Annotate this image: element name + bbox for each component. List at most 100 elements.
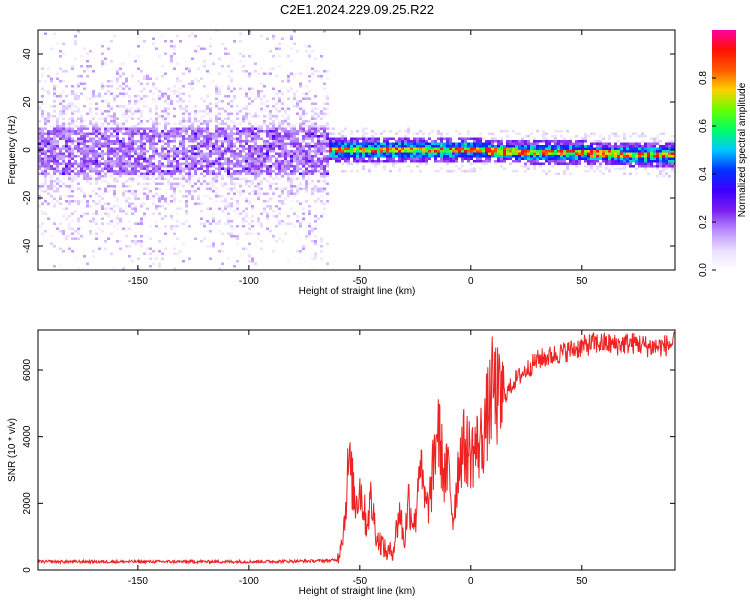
heatmap-cell [341,162,344,165]
heatmap-cell [512,170,515,173]
heatmap-cell [143,202,146,205]
heatmap-cell [74,57,77,60]
heatmap-cell [233,155,236,158]
heatmap-cell [245,155,248,158]
heatmap-cell [161,97,164,100]
heatmap-cell [392,150,395,153]
heatmap-cell [320,195,323,198]
heatmap-cell [308,165,311,168]
heatmap-cell [272,67,275,70]
heatmap-cell [251,165,254,168]
heatmap-cell [308,157,311,160]
heatmap-cell [323,87,326,90]
heatmap-cell [290,140,293,143]
heatmap-cell [140,167,143,170]
heatmap-cell [245,140,248,143]
heatmap-cell [110,252,113,255]
heatmap-cell [152,157,155,160]
heatmap-cell [137,45,140,48]
heatmap-cell [332,155,335,158]
heatmap-cell [209,257,212,260]
heatmap-cell [155,112,158,115]
heatmap-cell [362,157,365,160]
heatmap-cell [137,127,140,130]
heatmap-cell [629,155,632,158]
heatmap-cell [257,115,260,118]
heatmap-cell [122,162,125,165]
heatmap-cell [197,67,200,70]
heatmap-cell [239,255,242,258]
heatmap-cell [128,180,131,183]
heatmap-cell [269,110,272,113]
heatmap-cell [488,145,491,148]
heatmap-cell [308,147,311,150]
heatmap-cell [473,160,476,163]
heatmap-cell [326,162,329,165]
heatmap-cell [269,150,272,153]
heatmap-cell [584,165,587,168]
heatmap-cell [374,140,377,143]
heatmap-cell [203,152,206,155]
heatmap-cell [215,135,218,138]
heatmap-cell [311,160,314,163]
heatmap-cell [479,140,482,143]
heatmap-cell [365,145,368,148]
heatmap-cell [518,140,521,143]
heatmap-cell [308,177,311,180]
heatmap-cell [53,167,56,170]
heatmap-cell [95,145,98,148]
heatmap-cell [134,100,137,103]
heatmap-cell [617,145,620,148]
heatmap-cell [44,125,47,128]
heatmap-cell [479,160,482,163]
heatmap-cell [95,180,98,183]
heatmap-cell [170,187,173,190]
heatmap-cell [389,152,392,155]
heatmap-cell [185,220,188,223]
heatmap-cell [668,160,671,163]
heatmap-cell [77,117,80,120]
heatmap-cell [188,120,191,123]
heatmap-cell [65,137,68,140]
heatmap-cell [449,145,452,148]
heatmap-cell [128,107,131,110]
heatmap-cell [158,187,161,190]
heatmap-cell [188,70,191,73]
heatmap-cell [38,197,41,200]
heatmap-cell [41,152,44,155]
heatmap-cell [320,175,323,178]
heatmap-cell [671,142,674,145]
heatmap-cell [89,157,92,160]
heatmap-cell [209,172,212,175]
heatmap-cell [404,142,407,145]
heatmap-cell [65,217,68,220]
heatmap-cell [239,52,242,55]
heatmap-cell [482,155,485,158]
heatmap-cell [74,35,77,38]
heatmap-cell [134,170,137,173]
heatmap-cell [338,145,341,148]
heatmap-cell [176,220,179,223]
heatmap-cell [257,192,260,195]
heatmap-cell [71,92,74,95]
heatmap-cell [119,105,122,108]
heatmap-cell [608,145,611,148]
heatmap-cell [647,162,650,165]
heatmap-cell [95,142,98,145]
heatmap-cell [53,162,56,165]
heatmap-cell [155,152,158,155]
heatmap-cell [50,177,53,180]
heatmap-cell [377,155,380,158]
heatmap-cell [278,187,281,190]
heatmap-cell [317,152,320,155]
heatmap-cell [383,150,386,153]
heatmap-cell [53,197,56,200]
heatmap-cell [56,122,59,125]
heatmap-cell [209,142,212,145]
heatmap-cell [233,137,236,140]
heatmap-cell [281,92,284,95]
heatmap-cell [68,160,71,163]
heatmap-cell [569,172,572,175]
heatmap-cell [305,132,308,135]
